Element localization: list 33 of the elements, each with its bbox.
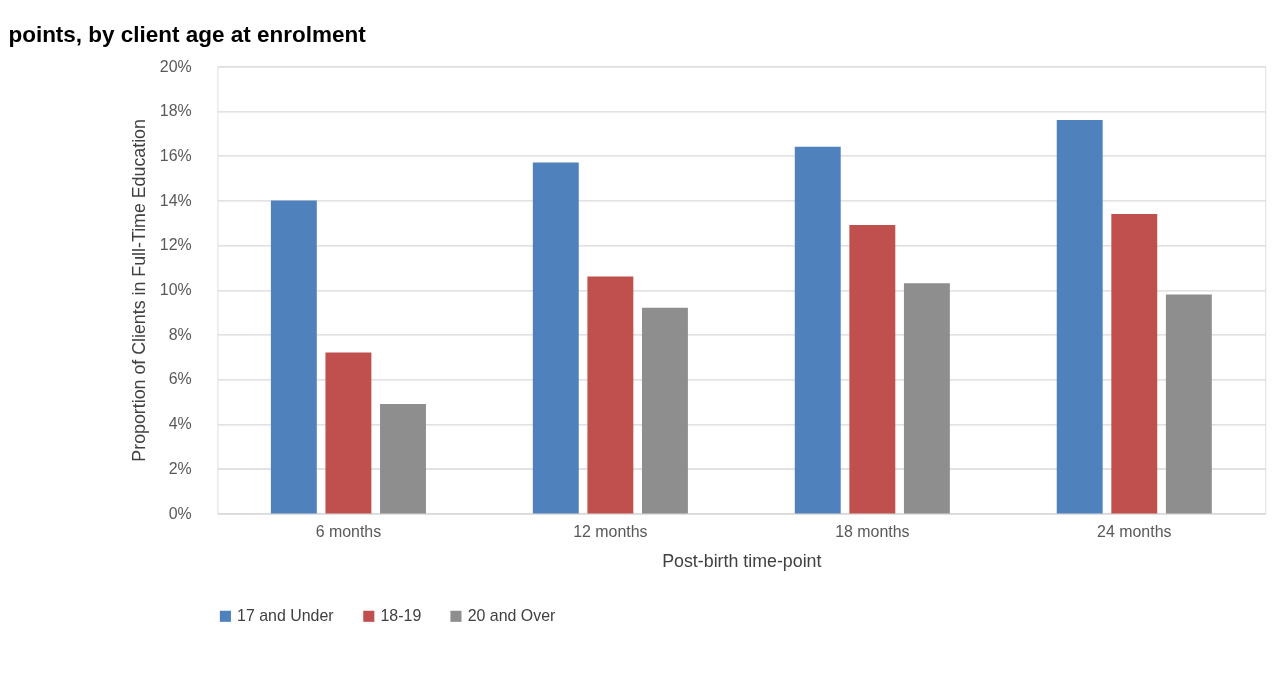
y-tick-label: 16% xyxy=(159,146,192,164)
bar xyxy=(532,162,579,514)
y-tick-label: 10% xyxy=(159,281,192,299)
x-tick-label: 18 months xyxy=(835,523,910,541)
y-tick-label: 6% xyxy=(168,370,192,388)
y-tick-label: 0% xyxy=(168,504,192,522)
bar xyxy=(1111,213,1158,514)
y-tick-label: 4% xyxy=(168,415,192,433)
legend-label: 17 and Under xyxy=(237,606,335,624)
legend-label: 18-19 xyxy=(380,606,422,624)
y-tick-label: 14% xyxy=(159,191,192,209)
x-tick-label: 6 months xyxy=(315,523,382,541)
bar xyxy=(380,403,426,514)
x-axis-title: Post-birth time-point xyxy=(662,551,822,572)
bar xyxy=(1165,294,1212,514)
legend-label: 20 and Over xyxy=(467,606,556,624)
x-tick-label: 12 months xyxy=(573,523,648,541)
y-tick-label: 18% xyxy=(159,102,192,120)
chart-title: points, by client age at enrolment xyxy=(8,22,367,48)
bar xyxy=(641,307,688,514)
y-axis-title: Proportion of Clients in Full-Time Education xyxy=(128,119,149,462)
bar xyxy=(794,146,841,514)
bar xyxy=(849,225,896,514)
x-tick-label: 24 months xyxy=(1097,523,1172,541)
bar xyxy=(270,200,317,514)
bar xyxy=(587,276,634,514)
y-tick-label: 2% xyxy=(168,459,192,477)
bar xyxy=(325,352,372,514)
y-tick-label: 20% xyxy=(159,57,192,75)
y-tick-label: 12% xyxy=(159,236,192,254)
y-tick-label: 8% xyxy=(168,325,192,343)
bar xyxy=(903,283,950,514)
bar xyxy=(1056,120,1103,514)
